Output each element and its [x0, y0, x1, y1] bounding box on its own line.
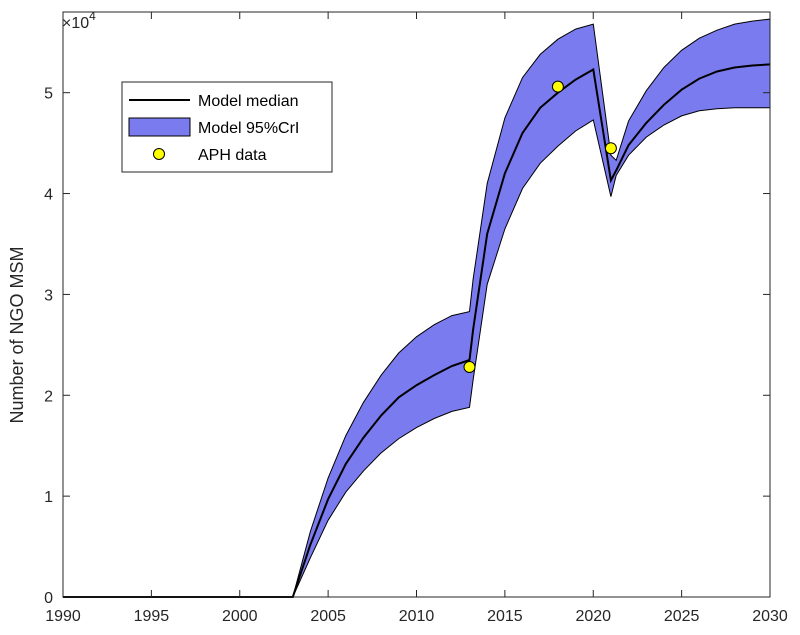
legend-label: Model 95%CrI: [198, 120, 299, 137]
y-tick-label: 4: [44, 187, 53, 204]
legend-swatch-marker: [153, 148, 165, 160]
x-tick-label: 2000: [222, 608, 258, 625]
y-tick-label: 3: [44, 287, 53, 304]
legend-swatch-band: [128, 117, 191, 137]
x-tick-label: 2015: [487, 608, 523, 625]
x-tick-label: 2025: [664, 608, 700, 625]
data-point: [463, 361, 476, 373]
y-exponent-label: ×104: [62, 9, 96, 32]
data-point: [604, 142, 617, 155]
y-tick-label: 1: [44, 489, 53, 506]
legend: Model median Model 95%CrI APH data: [121, 81, 333, 173]
y-axis-title: Number of NGO MSM: [7, 246, 27, 423]
y-tick-label: 0: [44, 590, 53, 607]
data-point: [551, 80, 564, 93]
x-tick-label: 1990: [45, 608, 81, 625]
x-tick-label: 2030: [752, 608, 788, 625]
y-tick-label: 2: [44, 388, 53, 405]
legend-label: APH data: [198, 147, 267, 164]
x-tick-label: 1995: [134, 608, 170, 625]
x-tick-label: 2005: [310, 608, 346, 625]
axes: 1990 1995 2000 2005 2010 2015 2020 2025 2030 0 1 2 3…: [44, 11, 788, 625]
x-tick-label: 2020: [575, 608, 611, 625]
median-line: [63, 63, 771, 598]
y-tick-label: 5: [44, 86, 53, 103]
x-tick-label: 2010: [399, 608, 435, 625]
legend-label: Model median: [198, 93, 299, 110]
